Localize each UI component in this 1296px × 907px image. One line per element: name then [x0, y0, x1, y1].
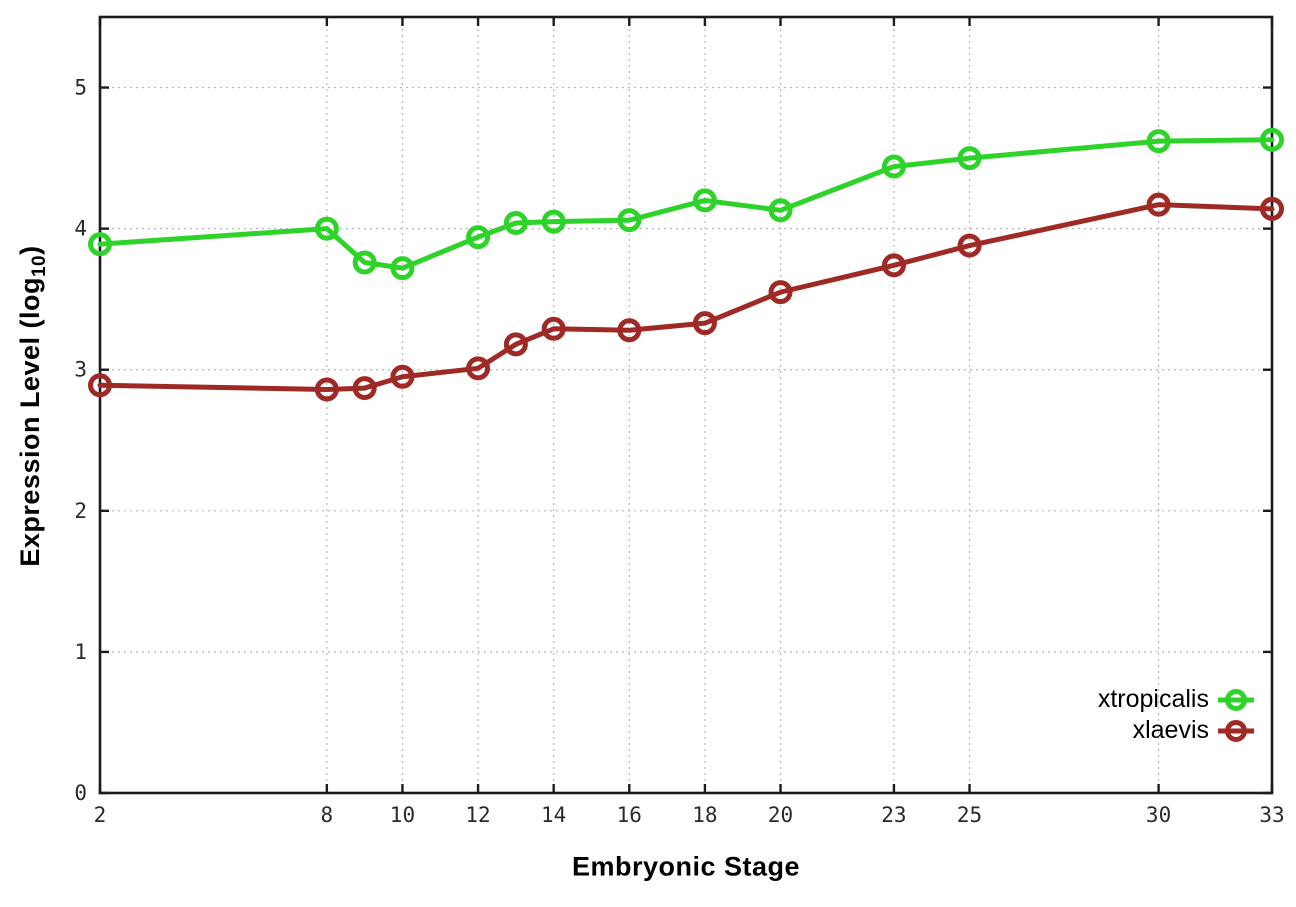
- y-tick-label: 4: [74, 217, 87, 241]
- y-tick-label: 0: [74, 781, 87, 805]
- data-point-xtropicalis: [1260, 127, 1284, 152]
- data-point-xlaevis: [503, 332, 528, 357]
- legend-marker-xtropicalis: [1218, 688, 1254, 711]
- data-point-xtropicalis: [88, 232, 112, 257]
- data-point-xlaevis: [1146, 192, 1171, 217]
- x-tick-label: 12: [465, 803, 490, 827]
- data-point-xtropicalis: [503, 210, 528, 235]
- legend-entry-xlaevis: xlaevis: [1098, 715, 1254, 746]
- data-point-xlaevis: [390, 364, 415, 389]
- y-tick-label: 2: [74, 499, 87, 523]
- x-tick-label: 30: [1146, 803, 1171, 827]
- legend-marker-xlaevis: [1218, 719, 1254, 742]
- data-point-xlaevis: [692, 311, 717, 336]
- data-point-xtropicalis: [957, 146, 982, 171]
- y-axis-label: Expression Level (log10): [15, 245, 51, 566]
- data-point-xlaevis: [617, 318, 642, 343]
- series-line-xtropicalis: [97, 137, 1275, 271]
- data-point-xlaevis: [1260, 196, 1284, 221]
- y-axis-label-text: Expression Level (log: [14, 277, 45, 567]
- y-axis-label-subscript: 10: [29, 254, 51, 278]
- data-point-xlaevis: [881, 253, 906, 278]
- data-point-xlaevis: [314, 377, 339, 402]
- x-tick-label: 25: [957, 803, 982, 827]
- data-point-xlaevis: [957, 233, 982, 258]
- x-tick-label: 10: [390, 803, 415, 827]
- plot-border: [98, 15, 1274, 795]
- data-point-xtropicalis: [314, 216, 339, 241]
- y-tick-label: 3: [74, 358, 87, 382]
- data-point-xtropicalis: [352, 250, 377, 275]
- data-point-xlaevis: [352, 376, 377, 401]
- series-line-xlaevis: [97, 202, 1275, 392]
- data-point-xtropicalis: [390, 256, 415, 281]
- y-tick-label: 1: [74, 640, 87, 664]
- y-axis-label-close: ): [14, 245, 45, 255]
- data-point-xtropicalis: [617, 208, 642, 233]
- x-tick-label: 18: [692, 803, 717, 827]
- legend-label-xtropicalis: xtropicalis: [1097, 685, 1209, 713]
- data-point-xtropicalis: [541, 209, 566, 234]
- y-tick-label: 5: [74, 76, 87, 100]
- x-tick-label: 20: [768, 803, 793, 827]
- legend-label-xlaevis: xlaevis: [1132, 716, 1209, 744]
- x-tick-label: 8: [321, 803, 334, 827]
- data-point-xlaevis: [541, 316, 566, 341]
- x-tick-label: 16: [617, 803, 642, 827]
- data-point-xtropicalis: [881, 154, 906, 179]
- legend-entry-xtropicalis: xtropicalis: [1098, 684, 1254, 715]
- data-point-xtropicalis: [1146, 129, 1171, 154]
- x-tick-label: 2: [94, 803, 107, 827]
- x-axis-label: Embryonic Stage: [571, 851, 801, 882]
- data-point-xtropicalis: [466, 225, 491, 250]
- x-tick-label: 33: [1259, 803, 1284, 827]
- data-point-xtropicalis: [692, 188, 717, 213]
- legend: xtropicalis xlaevis: [1098, 684, 1254, 746]
- data-point-xtropicalis: [768, 198, 793, 223]
- x-tick-label: 14: [541, 803, 566, 827]
- data-point-xlaevis: [88, 373, 112, 398]
- x-tick-label: 23: [881, 803, 906, 827]
- data-point-xlaevis: [768, 280, 793, 305]
- data-point-xlaevis: [466, 356, 491, 381]
